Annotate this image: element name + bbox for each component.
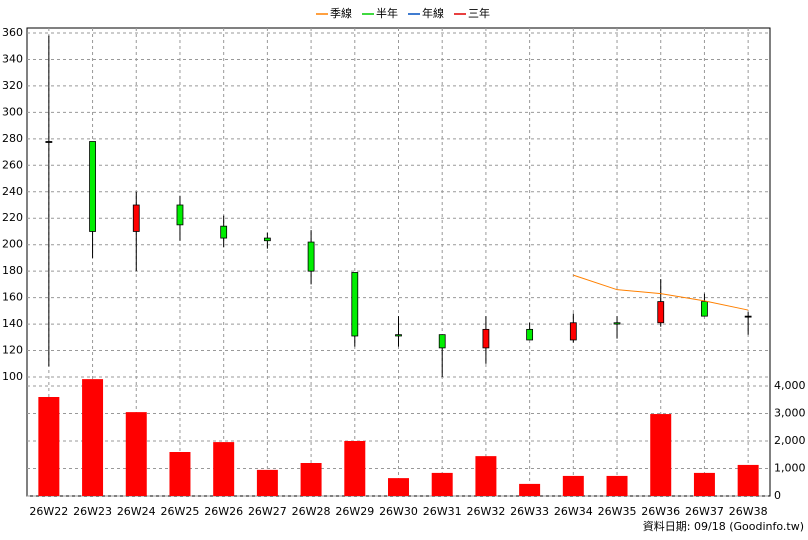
y-tick-label: 120 bbox=[2, 344, 23, 357]
volume-bar bbox=[650, 414, 672, 496]
x-tick-label: 26W23 bbox=[73, 505, 112, 518]
candle-body bbox=[351, 272, 359, 337]
x-tick-label: 26W27 bbox=[248, 505, 287, 518]
volume-bar bbox=[388, 478, 409, 496]
volume-bar bbox=[606, 475, 628, 496]
y-tick-label: 360 bbox=[2, 26, 23, 39]
volume-bar bbox=[344, 441, 366, 496]
volume-bar bbox=[562, 475, 584, 496]
y2-tick-label: 2,000 bbox=[774, 434, 806, 447]
x-tick-label: 26W32 bbox=[466, 505, 505, 518]
volume-bar bbox=[300, 463, 322, 496]
footer: 資料日期: 09/18 (Goodinfo.tw) bbox=[643, 519, 804, 533]
x-tick-label: 26W36 bbox=[641, 505, 680, 518]
x-tick-label: 26W30 bbox=[379, 505, 418, 518]
y-tick-label: 340 bbox=[2, 52, 23, 65]
x-tick-label: 26W35 bbox=[598, 505, 637, 518]
candle-body bbox=[307, 241, 315, 272]
candle-body bbox=[438, 334, 446, 349]
volume-bar bbox=[737, 464, 759, 496]
y2-tick-label: 4,000 bbox=[774, 379, 806, 392]
volume-bar bbox=[693, 472, 715, 496]
candle-body bbox=[45, 141, 53, 143]
x-tick-label: 26W34 bbox=[554, 505, 593, 518]
candle-body bbox=[132, 204, 140, 232]
candle-body bbox=[569, 322, 577, 341]
x-tick-label: 26W37 bbox=[685, 505, 724, 518]
volume-bar bbox=[125, 412, 147, 496]
x-tick-label: 26W33 bbox=[510, 505, 549, 518]
x-tick-label: 26W28 bbox=[292, 505, 331, 518]
y-tick-label: 240 bbox=[2, 185, 23, 198]
y-tick-label: 220 bbox=[2, 211, 23, 224]
y-tick-label: 300 bbox=[2, 105, 23, 118]
y2-tick-label: 0 bbox=[774, 489, 781, 502]
x-tick-label: 26W31 bbox=[423, 505, 462, 518]
legend-label: 季線 bbox=[330, 6, 352, 20]
ma-line bbox=[573, 274, 749, 311]
y-tick-label: 260 bbox=[2, 158, 23, 171]
volume-bar bbox=[169, 452, 191, 496]
candle-body bbox=[657, 301, 665, 324]
candle-body bbox=[176, 204, 184, 226]
y-tick-label: 200 bbox=[2, 238, 23, 251]
candle-body bbox=[89, 141, 96, 232]
x-tick-label: 26W38 bbox=[729, 505, 768, 518]
candle-body bbox=[482, 328, 490, 349]
volume-bar bbox=[431, 472, 453, 496]
candle-body bbox=[701, 301, 708, 317]
candle-body bbox=[744, 315, 752, 318]
x-tick-label: 26W26 bbox=[204, 505, 243, 518]
candle-body bbox=[220, 225, 228, 239]
candle-body bbox=[395, 334, 402, 337]
y2-tick-label: 3,000 bbox=[774, 407, 806, 420]
y-tick-label: 320 bbox=[2, 79, 23, 92]
y-tick-label: 180 bbox=[2, 264, 23, 277]
volume-bar bbox=[256, 469, 278, 496]
volume-bar bbox=[475, 456, 497, 496]
x-tick-label: 26W29 bbox=[335, 505, 374, 518]
x-tick-label: 26W24 bbox=[117, 505, 156, 518]
y-tick-label: 140 bbox=[2, 317, 23, 330]
legend-label: 半年 bbox=[376, 6, 398, 20]
legend-label: 年線 bbox=[422, 6, 444, 20]
y-tick-label: 280 bbox=[2, 132, 23, 145]
volume-bar bbox=[38, 397, 60, 496]
y2-tick-label: 1,000 bbox=[774, 462, 806, 475]
volume-bar bbox=[519, 483, 541, 496]
volume-bar bbox=[82, 379, 104, 496]
y-tick-label: 160 bbox=[2, 291, 23, 304]
x-tick-label: 26W22 bbox=[29, 505, 68, 518]
volume-bar bbox=[213, 442, 235, 496]
y-tick-label: 100 bbox=[2, 370, 23, 383]
x-tick-label: 26W25 bbox=[161, 505, 200, 518]
candle-body bbox=[613, 322, 621, 325]
candle-body bbox=[263, 237, 271, 242]
candle-body bbox=[526, 328, 534, 341]
legend-label: 三年 bbox=[468, 6, 490, 20]
